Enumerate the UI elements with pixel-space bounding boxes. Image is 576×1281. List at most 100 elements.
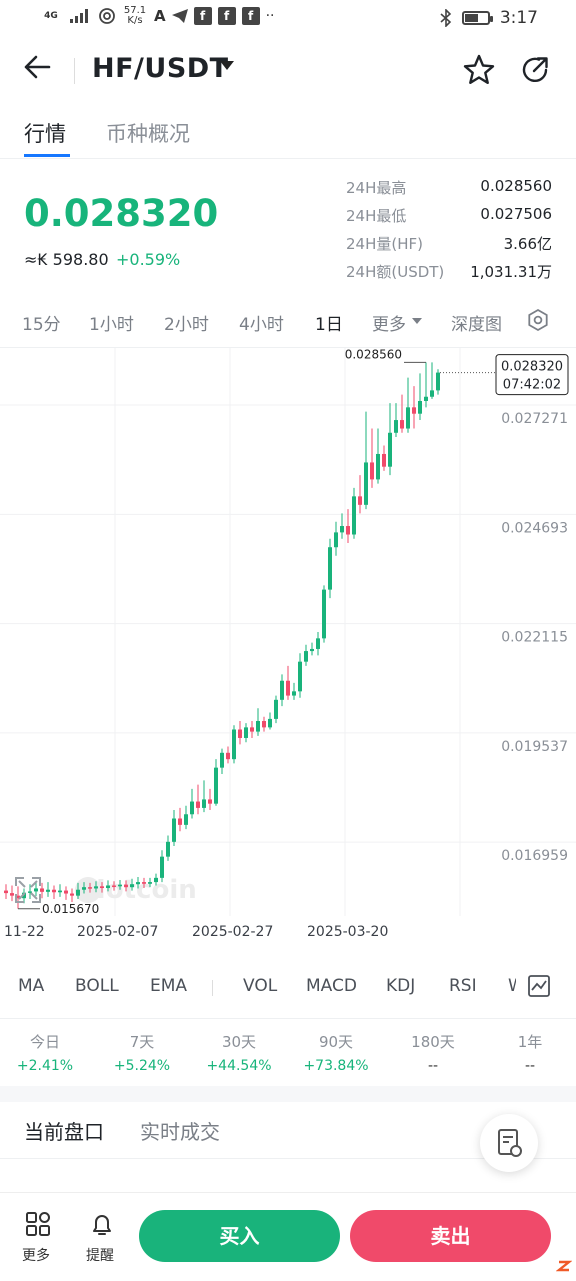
fullscreen-icon[interactable] — [15, 877, 41, 903]
candle-body — [430, 390, 434, 397]
candle-body — [70, 893, 74, 896]
indicator-rsi[interactable]: RSI — [449, 976, 477, 996]
y-axis-label: 0.016959 — [501, 848, 568, 864]
candle-body — [226, 752, 230, 760]
period-value: +44.54% — [206, 1058, 272, 1074]
back-arrow-icon[interactable] — [22, 52, 52, 91]
candle-body — [94, 886, 98, 889]
tab-market[interactable]: 行情 — [24, 122, 66, 146]
candle-body — [148, 882, 152, 884]
candlestick-chart[interactable]: Hotcoin 0.027271 0.024693 0.022115 0.019537… — [0, 348, 576, 916]
status-bar: 4G 57.1 K/s A f f f ·· 3:17 — [0, 0, 576, 36]
candle-body — [358, 496, 362, 505]
low-marker-label: 0.015670 — [42, 902, 99, 916]
bluetooth-icon — [440, 9, 451, 27]
candle-body — [352, 496, 356, 535]
interval-1d[interactable]: 1日 — [315, 315, 343, 335]
order-history-icon — [498, 1129, 522, 1157]
indicator-vol[interactable]: VOL — [243, 976, 278, 996]
candle-body — [238, 729, 242, 738]
sell-button[interactable]: 卖出 — [350, 1210, 551, 1262]
indicator-settings-icon[interactable] — [528, 975, 550, 1001]
candle-body — [214, 767, 218, 804]
divider — [74, 58, 75, 84]
candle-body — [364, 462, 368, 505]
candle-body — [190, 801, 194, 815]
candle-body — [208, 799, 212, 804]
hotcoin-logo-icon — [75, 877, 101, 903]
interval-more[interactable]: 更多 — [372, 315, 406, 335]
candle-body — [118, 884, 122, 887]
buy-button[interactable]: 买入 — [139, 1210, 340, 1262]
telegram-icon — [171, 9, 188, 23]
candle-body — [34, 888, 38, 892]
pair-selector[interactable]: HF/USDT — [92, 53, 229, 84]
star-icon[interactable] — [461, 52, 497, 88]
depth-chart-tab[interactable]: 深度图 — [451, 315, 502, 335]
y-axis-label: 0.024693 — [501, 520, 568, 536]
high-marker-label: 0.028560 — [345, 348, 402, 361]
interval-15m[interactable]: 15分 — [22, 315, 61, 335]
candle-body — [286, 680, 290, 696]
candle-body — [334, 532, 338, 548]
x-axis-label: 2025-02-07 — [77, 924, 159, 940]
clock: 3:17 — [499, 8, 538, 28]
order-history-button[interactable] — [480, 1114, 538, 1172]
facebook-icon: f — [217, 7, 236, 25]
chevron-down-icon[interactable] — [412, 318, 422, 324]
chart-grid — [0, 348, 576, 916]
candle-body — [304, 651, 308, 662]
candle-body — [310, 648, 314, 652]
more-grid-icon[interactable] — [24, 1210, 52, 1238]
share-icon[interactable] — [517, 52, 553, 88]
candle-body — [202, 799, 206, 808]
candle-body — [64, 890, 68, 894]
current-price-box — [495, 354, 569, 396]
tab-recent-trades[interactable]: 实时成交 — [140, 1120, 220, 1144]
candle-body — [172, 818, 176, 842]
tab-order-book[interactable]: 当前盘口 — [24, 1120, 104, 1144]
candle-body — [382, 453, 386, 467]
candle-body — [280, 680, 284, 700]
indicator-wr[interactable]: W — [508, 976, 516, 996]
interval-4h[interactable]: 4小时 — [239, 315, 284, 335]
stat-value: 0.027506 — [480, 205, 552, 223]
chart-settings-icon[interactable] — [526, 308, 550, 336]
candle-body — [22, 892, 26, 899]
candle-body — [244, 727, 248, 738]
chevron-down-icon[interactable] — [220, 61, 234, 70]
alert-label[interactable]: 提醒 — [86, 1248, 114, 1264]
period-value: +73.84% — [303, 1058, 369, 1074]
candle-body — [418, 400, 422, 414]
stat-label: 24H额(USDT) — [346, 263, 445, 281]
candle-body — [112, 885, 116, 887]
y-axis-label: 0.022115 — [501, 630, 568, 646]
indicator-macd[interactable]: MACD — [306, 976, 357, 996]
interval-1h[interactable]: 1小时 — [89, 315, 134, 335]
interval-2h[interactable]: 2小时 — [164, 315, 209, 335]
x-axis-label: 2025-02-27 — [192, 924, 274, 940]
indicator-ma[interactable]: MA — [18, 976, 45, 996]
candle-body — [124, 884, 128, 888]
candle-body — [322, 589, 326, 639]
indicator-ema[interactable]: EMA — [150, 976, 188, 996]
candle-body — [46, 889, 50, 892]
candle-body — [250, 727, 254, 732]
bell-icon[interactable] — [88, 1210, 116, 1238]
more-notifications-icon: ·· — [265, 8, 275, 24]
candle-body — [298, 661, 302, 692]
candle-body — [346, 526, 350, 535]
candles — [4, 362, 440, 909]
tab-coin-overview[interactable]: 币种概况 — [106, 122, 190, 146]
indicator-boll[interactable]: BOLL — [75, 976, 119, 996]
candle-body — [388, 432, 392, 467]
candle-body — [130, 884, 134, 888]
stat-value: 3.66亿 — [503, 235, 552, 253]
more-label[interactable]: 更多 — [22, 1248, 50, 1264]
candle-body — [76, 889, 80, 896]
candle-body — [220, 752, 224, 768]
section-spacer — [0, 1086, 576, 1102]
facebook-icon: f — [193, 7, 212, 25]
indicator-kdj[interactable]: KDJ — [386, 976, 416, 996]
signal-icon — [70, 9, 88, 23]
